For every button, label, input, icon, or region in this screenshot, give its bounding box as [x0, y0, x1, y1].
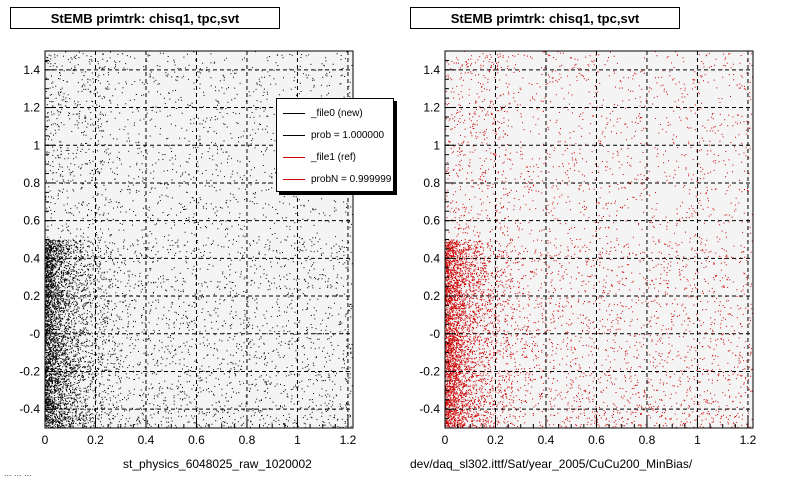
legend-line-probn: [283, 178, 305, 180]
right-x-tick-label-3: 0.6: [588, 433, 605, 447]
left-y-tick-label-7: 1: [33, 138, 40, 152]
left-x-axis-label: st_physics_6048025_raw_1020002: [123, 457, 312, 471]
right-chart-title: StEMB primtrk: chisq1, tpc,svt: [410, 7, 680, 29]
legend-line-file1: [283, 156, 305, 158]
right-x-tick-label-1: 0.2: [487, 433, 504, 447]
left-y-tick-label-9: 1.4: [23, 63, 40, 77]
right-y-tick-label-7: 1: [433, 138, 440, 152]
legend-line-file0: [283, 112, 305, 114]
left-x-tick-label-1: 0.2: [87, 433, 104, 447]
right-y-tick-label-1: -0.2: [419, 364, 440, 378]
right-y-tick-label-8: 1.2: [423, 101, 440, 115]
legend-entry-probn: probN = 0.999999: [277, 171, 393, 187]
left-x-tick-label-6: 1.2: [340, 433, 357, 447]
left-y-tick-label-1: -0.2: [19, 364, 40, 378]
left-y-tick-label-8: 1.2: [23, 101, 40, 115]
right-x-tick-label-6: 1.2: [740, 433, 757, 447]
legend-entry-prob: prob = 1.000000: [277, 127, 393, 143]
legend-entry-file0: _file0 (new): [277, 105, 393, 121]
left-y-tick-label-6: 0.8: [23, 176, 40, 190]
legend-label-probn: probN = 0.999999: [311, 173, 392, 185]
right-y-tick-label-9: 1.4: [423, 63, 440, 77]
left-x-tick-label-2: 0.4: [138, 433, 155, 447]
right-y-tick-label-5: 0.6: [423, 214, 440, 228]
right-y-tick-label-3: 0.2: [423, 289, 440, 303]
left-x-tick-label-4: 0.8: [239, 433, 256, 447]
right-x-tick-label-0: 0: [442, 433, 449, 447]
legend-entry-file1: _file1 (ref): [277, 149, 393, 165]
left-chart-title: StEMB primtrk: chisq1, tpc,svt: [10, 7, 280, 29]
right-y-tick-label-6: 0.8: [423, 176, 440, 190]
left-x-tick-label-0: 0: [42, 433, 49, 447]
right-y-tick-label-4: 0.4: [423, 251, 440, 265]
legend-line-prob: [283, 134, 305, 136]
left-y-tick-label-3: 0.2: [23, 289, 40, 303]
legend-label-file1: _file1 (ref): [311, 151, 357, 163]
right-plot-area: [445, 51, 753, 428]
left-y-tick-label-4: 0.4: [23, 251, 40, 265]
footer-timestamp: ... ... ...: [4, 468, 32, 478]
right-y-tick-label-0: -0.4: [419, 402, 440, 416]
right-x-tick-label-2: 0.4: [538, 433, 555, 447]
right-x-tick-label-4: 0.8: [639, 433, 656, 447]
legend-label-prob: prob = 1.000000: [311, 129, 385, 141]
legend-label-file0: _file0 (new): [311, 107, 363, 119]
right-y-tick-label-2: -0: [429, 327, 440, 341]
left-x-tick-label-3: 0.6: [188, 433, 205, 447]
left-y-tick-label-0: -0.4: [19, 402, 40, 416]
left-y-tick-label-2: -0: [29, 327, 40, 341]
left-y-tick-label-5: 0.6: [23, 214, 40, 228]
right-x-tick-label-5: 1: [694, 433, 701, 447]
right-x-axis-label: dev/daq_sl302.ittf/Sat/year_2005/CuCu200…: [410, 457, 693, 471]
left-x-tick-label-5: 1: [294, 433, 301, 447]
legend: _file0 (new) prob = 1.000000 _file1 (ref…: [276, 98, 394, 192]
